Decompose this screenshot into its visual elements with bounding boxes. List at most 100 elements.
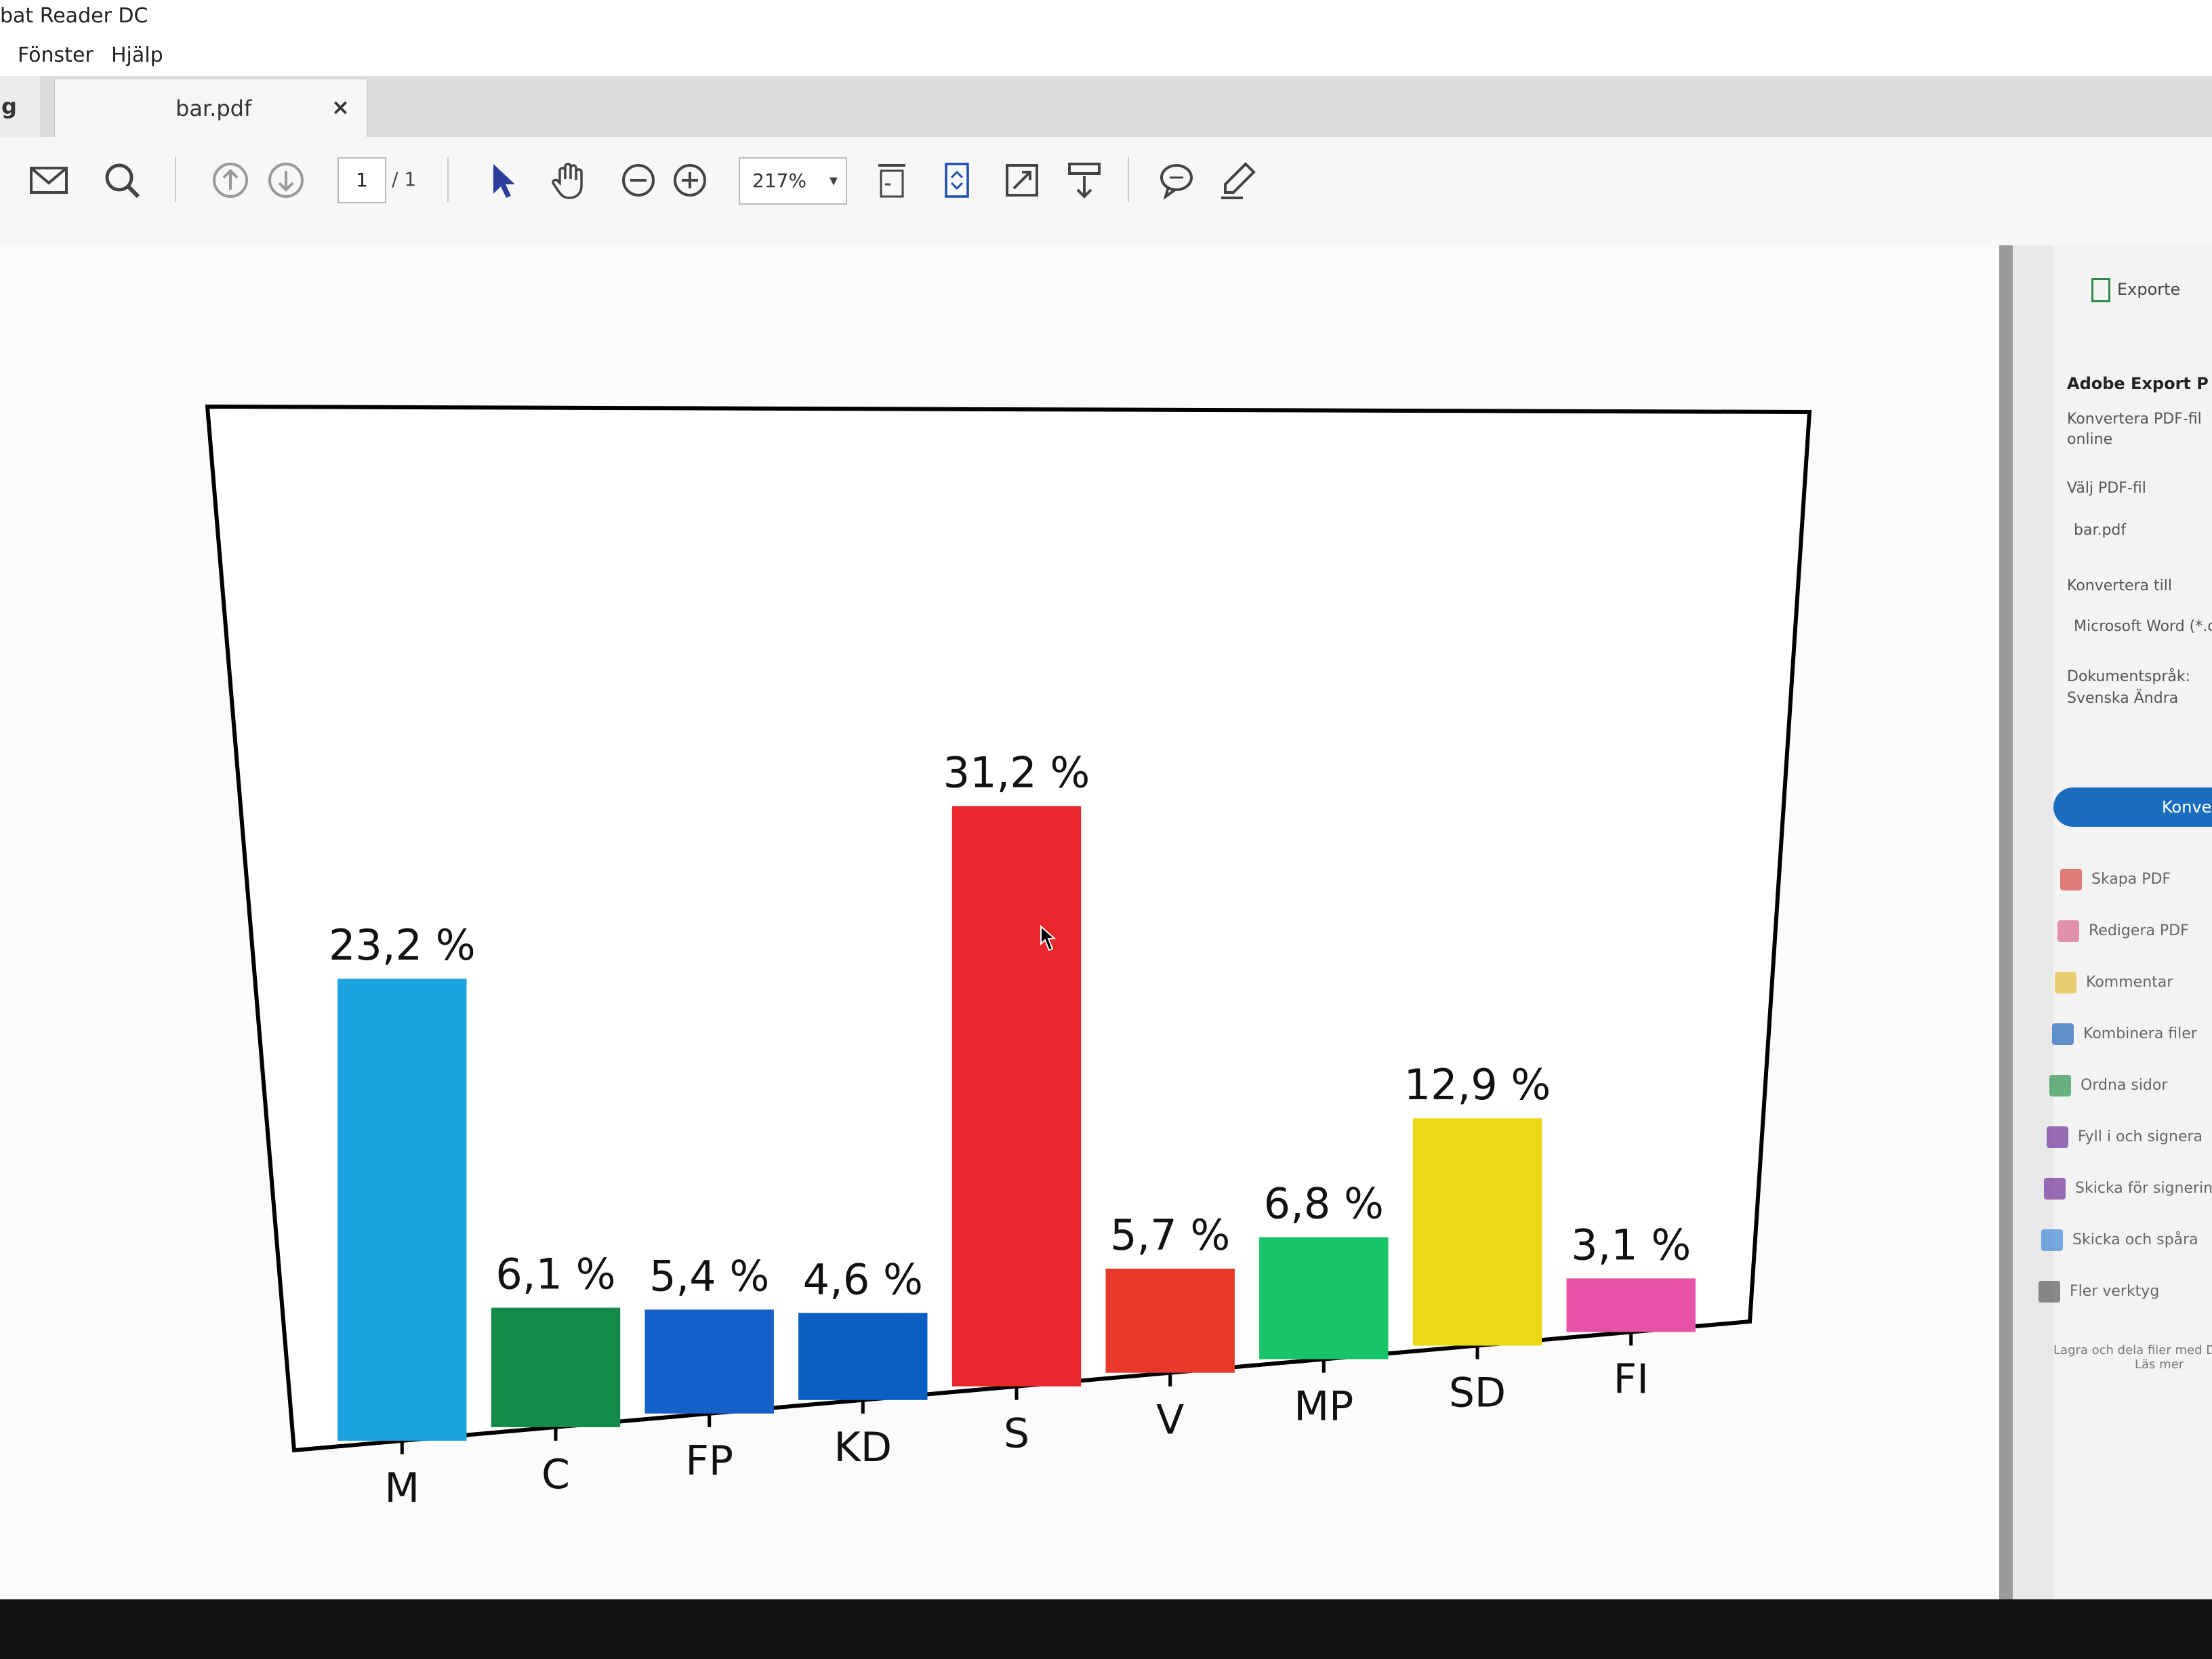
comment-button[interactable] (1149, 153, 1204, 207)
tool-item[interactable]: Kombinera filer (2052, 1023, 2197, 1045)
previous-page-button[interactable] (203, 153, 258, 207)
zoom-out-icon (622, 164, 655, 197)
x-tick-label-fp: FP (685, 1437, 733, 1485)
zoom-in-button[interactable] (663, 153, 717, 207)
scroll-down-icon (1068, 163, 1101, 199)
export-pdf-icon (2091, 278, 2110, 302)
tool-label: Fyll i och signera (2078, 1128, 2203, 1145)
highlight-button[interactable] (1210, 153, 1265, 207)
chevron-down-icon: ▾ (829, 171, 838, 190)
bar-chart: 23,2 % 6,1 % 5,4 % 4,6 % 31,2 % 5,7 % 6,8 % 12,… (0, 245, 1999, 1599)
document-language-value[interactable]: Svenska Ändra (2067, 690, 2179, 707)
toolbar-separator (447, 157, 449, 202)
tool-item[interactable]: Fyll i och signera (2047, 1126, 2203, 1148)
data-label-mp: 6,8 % (1264, 1179, 1384, 1229)
tool-item[interactable]: Ordna sidor (2049, 1075, 2167, 1097)
tool-icon (2055, 972, 2076, 994)
data-label-v: 5,7 % (1110, 1210, 1230, 1260)
export-description: Konvertera PDF-fil (2067, 411, 2202, 428)
convert-button[interactable]: Konver (2053, 787, 2212, 827)
x-tick-label-s: S (1004, 1410, 1029, 1458)
select-tool-button[interactable] (474, 153, 529, 207)
bar-fp (644, 1309, 774, 1414)
tab-document-label: bar.pdf (176, 96, 252, 121)
data-label-m: 23,2 % (329, 920, 476, 970)
tools-pane: Exporte Adobe Export P Konvertera PDF-fi… (1999, 245, 2212, 1599)
arrow-down-circle-icon (268, 163, 304, 198)
convert-to-label: Konvertera till (2067, 577, 2172, 594)
tool-icon (2057, 920, 2079, 942)
zoom-value: 217% (752, 169, 807, 192)
tool-item[interactable]: Kommentar (2055, 972, 2173, 994)
tool-item[interactable]: Redigera PDF (2057, 920, 2189, 942)
search-icon (105, 163, 140, 199)
tool-label: Skapa PDF (2091, 871, 2171, 888)
rotate-view-button[interactable] (930, 153, 984, 207)
tool-item[interactable]: Skicka och spåra (2041, 1229, 2198, 1251)
bar-v (1105, 1269, 1235, 1373)
bar-mp (1259, 1237, 1389, 1359)
export-pdf-header[interactable]: Exporte (2091, 278, 2180, 302)
page-rotate-icon (945, 163, 969, 198)
tool-item[interactable]: Fler verktyg (2039, 1281, 2159, 1303)
search-button[interactable] (95, 153, 149, 207)
bar-s (951, 806, 1082, 1387)
tool-icon (2060, 869, 2082, 890)
bar-c (491, 1307, 621, 1427)
toolbar-separator (1128, 157, 1129, 202)
screen: bat Reader DC Fönster Hjälp g bar.pdf × … (0, 0, 2212, 1599)
full-screen-button[interactable] (995, 153, 1049, 207)
read-mode-button[interactable] (1057, 153, 1111, 207)
email-button[interactable] (22, 153, 76, 207)
fit-width-button[interactable] (865, 153, 919, 207)
tool-label: Redigera PDF (2089, 922, 2189, 939)
arrow-up-circle-icon (213, 163, 248, 198)
mail-icon (30, 167, 68, 194)
tool-item[interactable]: Skicka för signering (2044, 1178, 2212, 1200)
tool-label: Kombinera filer (2083, 1025, 2197, 1042)
tool-label: Skicka för signering (2075, 1180, 2212, 1197)
tool-item[interactable]: Skapa PDF (2060, 869, 2171, 890)
tool-icon (2049, 1075, 2071, 1097)
document-area[interactable]: 23,2 % 6,1 % 5,4 % 4,6 % 31,2 % 5,7 % 6,8 % 12,… (0, 245, 1999, 1599)
tab-home-label: g (1, 94, 17, 119)
fit-width-icon (878, 164, 905, 198)
hand-icon (552, 163, 583, 199)
zoom-dropdown[interactable]: 217% ▾ (739, 157, 847, 205)
x-tick-label-m: M (384, 1465, 419, 1512)
tool-label: Fler verktyg (2070, 1283, 2160, 1300)
export-description-cont: online (2067, 431, 2113, 448)
tools-pane-content: Exporte Adobe Export P Konvertera PDF-fi… (2039, 245, 2212, 1599)
x-tick-label-c: C (541, 1451, 570, 1498)
toolbar: 1 / 1 217% ▾ (0, 137, 2212, 247)
expand-icon (1006, 164, 1038, 197)
selected-file[interactable]: bar.pdf (2074, 522, 2127, 539)
data-label-fi: 3,1 % (1571, 1220, 1691, 1269)
export-pdf-label: Exporte (2117, 280, 2181, 299)
menu-fonster[interactable]: Fönster (18, 43, 94, 67)
tab-home[interactable]: g (0, 76, 41, 137)
zoom-in-icon (674, 164, 706, 197)
toolbar-separator (175, 157, 176, 202)
app-title: bat Reader DC (0, 4, 148, 28)
x-tick-label-sd: SD (1449, 1370, 1506, 1417)
zoom-out-button[interactable] (611, 153, 665, 207)
x-tick-label-kd: KD (834, 1424, 893, 1471)
tab-document[interactable]: bar.pdf × (54, 79, 367, 138)
next-page-button[interactable] (259, 153, 313, 207)
export-section-title: Adobe Export P (2067, 374, 2209, 393)
hand-tool-button[interactable] (542, 153, 596, 207)
x-tick-label-v: V (1156, 1397, 1184, 1444)
tool-icon (2041, 1229, 2063, 1251)
learn-more-link[interactable]: Läs mer (2135, 1357, 2184, 1372)
bar-kd (798, 1313, 928, 1400)
page-total: / 1 (392, 168, 417, 190)
comment-icon (1160, 164, 1193, 200)
close-tab-button[interactable]: × (331, 94, 350, 120)
page-number-input[interactable]: 1 (337, 157, 386, 203)
data-label-kd: 4,6 % (803, 1254, 923, 1304)
document-language-label: Dokumentspråk: (2067, 668, 2191, 685)
menu-hjalp[interactable]: Hjälp (111, 43, 163, 67)
choose-file-label: Välj PDF-fil (2067, 480, 2146, 497)
format-select[interactable]: Microsoft Word (*.d (2074, 618, 2212, 635)
